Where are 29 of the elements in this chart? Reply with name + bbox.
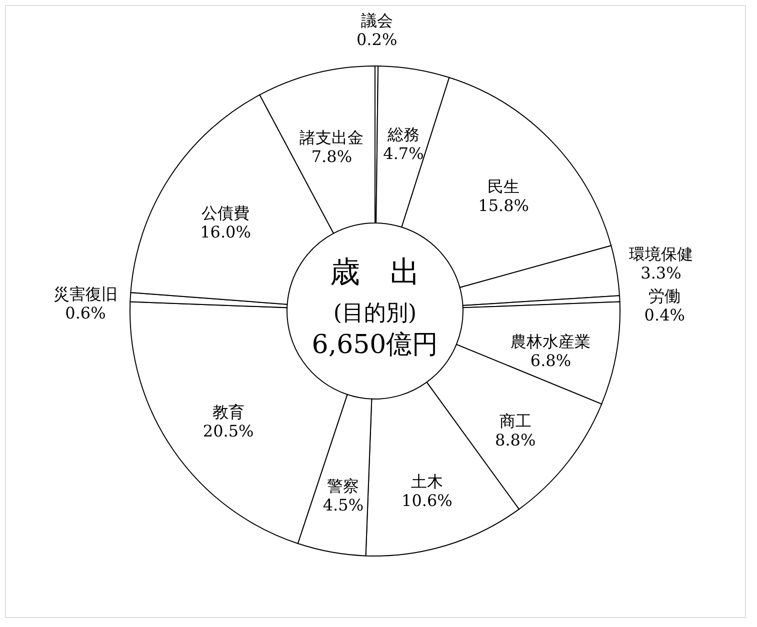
slice-label: 土木 (410, 472, 443, 491)
data-label: 8.8% (495, 430, 536, 450)
data-label: 0.4% (644, 305, 685, 324)
slice-label: 諸支出金 (300, 128, 364, 147)
slice-label: 議会 (360, 11, 393, 30)
slice-label: 警察 (327, 476, 360, 496)
data-label: 7.8% (311, 146, 352, 166)
slice-label: 商工 (499, 411, 532, 430)
text: (目的別) (333, 301, 417, 326)
data-label: 0.2% (356, 30, 398, 50)
slice-label: 総務 (386, 124, 420, 144)
text: 6,650億円 (312, 330, 438, 360)
data-label: 10.6% (402, 490, 452, 510)
data-label: 6.8% (530, 351, 572, 370)
data-label: 4.5% (322, 496, 364, 515)
slice-label: 労働 (648, 286, 681, 306)
data-label: 0.6% (65, 304, 106, 323)
slice-label: 災害復旧 (53, 284, 118, 304)
data-label: 15.8% (478, 196, 529, 216)
data-label: 4.7% (383, 144, 424, 163)
slice-label: 民生 (488, 177, 520, 196)
text: 歳 出 (330, 255, 420, 290)
slice-label: 環境保健 (628, 244, 693, 264)
slice-label: 農林水産業 (510, 332, 591, 352)
slice-label: 公債費 (202, 203, 250, 222)
data-label: 20.5% (202, 422, 254, 441)
slice-label: 教育 (212, 402, 244, 422)
data-label: 3.3% (640, 263, 682, 282)
data-label: 16.0% (200, 222, 251, 242)
